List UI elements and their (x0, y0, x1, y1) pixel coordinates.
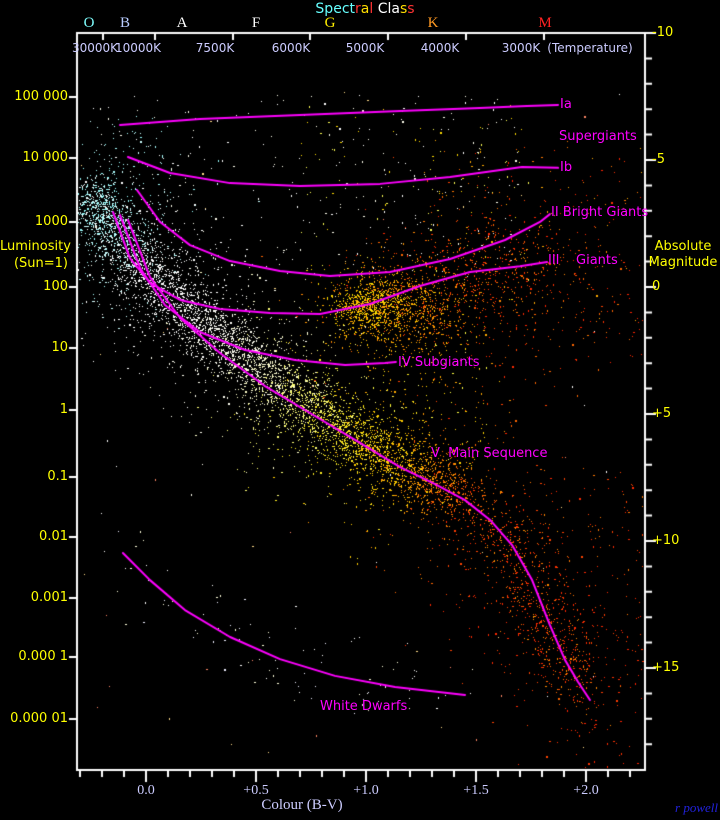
title-letter: r (355, 1, 361, 17)
spectral-class-A: A (176, 15, 188, 31)
magnitude-tick-label: +15 (652, 660, 680, 675)
luminosity-tick-label: 0.01 (39, 529, 68, 544)
curve-label-WD: White Dwarfs (320, 699, 408, 714)
luminosity-tick-label: 0.000 1 (18, 649, 68, 664)
curve-label-IV: IV Subgiants (398, 355, 480, 370)
temperature-label: 6000K (271, 41, 311, 55)
title-letter: l (369, 1, 374, 17)
left-axis-title-line2: (Sun=1) (13, 256, 68, 271)
luminosity-tick-label: 100 000 (14, 89, 68, 104)
spectral-class-G: G (324, 15, 336, 31)
magnitude-tick-label: +10 (652, 533, 680, 548)
colour-tick-label: +1.0 (353, 783, 379, 798)
chart-title: Spectral Class (315, 1, 414, 17)
luminosity-tick-label: 1 (59, 402, 68, 417)
magnitude-tick-label: -10 (652, 25, 674, 40)
curve-label-Ib: Ib (560, 160, 573, 175)
luminosity-tick-label: 10 (51, 340, 68, 355)
temperature-label: 3000K (501, 41, 541, 55)
bottom-axis-title: Colour (B-V) (261, 797, 343, 813)
luminosity-tick-label: 1000 (34, 214, 68, 229)
spectral-class-B: B (119, 15, 131, 31)
curve-label-II: II Bright Giants (551, 205, 649, 220)
temperature-label: 30000K (71, 41, 119, 55)
spectral-class-O: O (83, 15, 95, 31)
temperature-label: 4000K (420, 41, 460, 55)
magnitude-tick-label: +5 (652, 406, 672, 421)
title-letter: s (407, 1, 415, 17)
magnitude-tick-label: -5 (652, 152, 665, 167)
magnitude-tick-label: 0 (652, 279, 661, 294)
title-letter: C (377, 1, 388, 17)
title-letter: S (315, 1, 325, 17)
title-letter: a (391, 1, 400, 17)
title-letter: t (349, 1, 356, 17)
right-axis-title-line1: Absolute (654, 239, 712, 254)
watermark-signature: r powell (675, 800, 718, 815)
title-letter: l (387, 1, 392, 17)
luminosity-tick-label: 0.001 (30, 590, 68, 605)
title-letter: s (399, 1, 408, 17)
temperature-label: 7500K (195, 41, 235, 55)
right-axis-title-line2: Magnitude (648, 255, 718, 270)
title-letter: e (333, 1, 342, 17)
title-letter: p (324, 1, 334, 17)
title-letter: a (360, 1, 370, 17)
spectral-class-F: F (251, 15, 261, 31)
colour-tick-label: 0.0 (137, 783, 155, 798)
spectral-class-M: M (538, 15, 552, 31)
curve-label-Ia: Ia (560, 97, 572, 112)
curve-label-V: V Main Sequence (431, 446, 548, 461)
title-letter: c (341, 1, 350, 17)
temperature-label: 5000K (345, 41, 385, 55)
luminosity-tick-label: 10 000 (22, 150, 69, 165)
temperature-label: 10000K (114, 41, 162, 55)
colour-tick-label: +0.5 (243, 783, 269, 798)
colour-tick-label: +1.5 (463, 783, 489, 798)
spectral-class-K: K (427, 15, 439, 31)
left-axis-title-line1: Luminosity (0, 239, 71, 254)
annotation-supergiants: Supergiants (559, 129, 637, 144)
curve-label-III: III Giants (548, 253, 618, 268)
colour-tick-label: +2.0 (573, 783, 599, 798)
luminosity-tick-label: 0.1 (47, 469, 68, 484)
luminosity-tick-label: 0.000 01 (10, 711, 68, 726)
temperature-label: (Temperature) (547, 41, 633, 55)
luminosity-tick-label: 100 (43, 279, 68, 294)
